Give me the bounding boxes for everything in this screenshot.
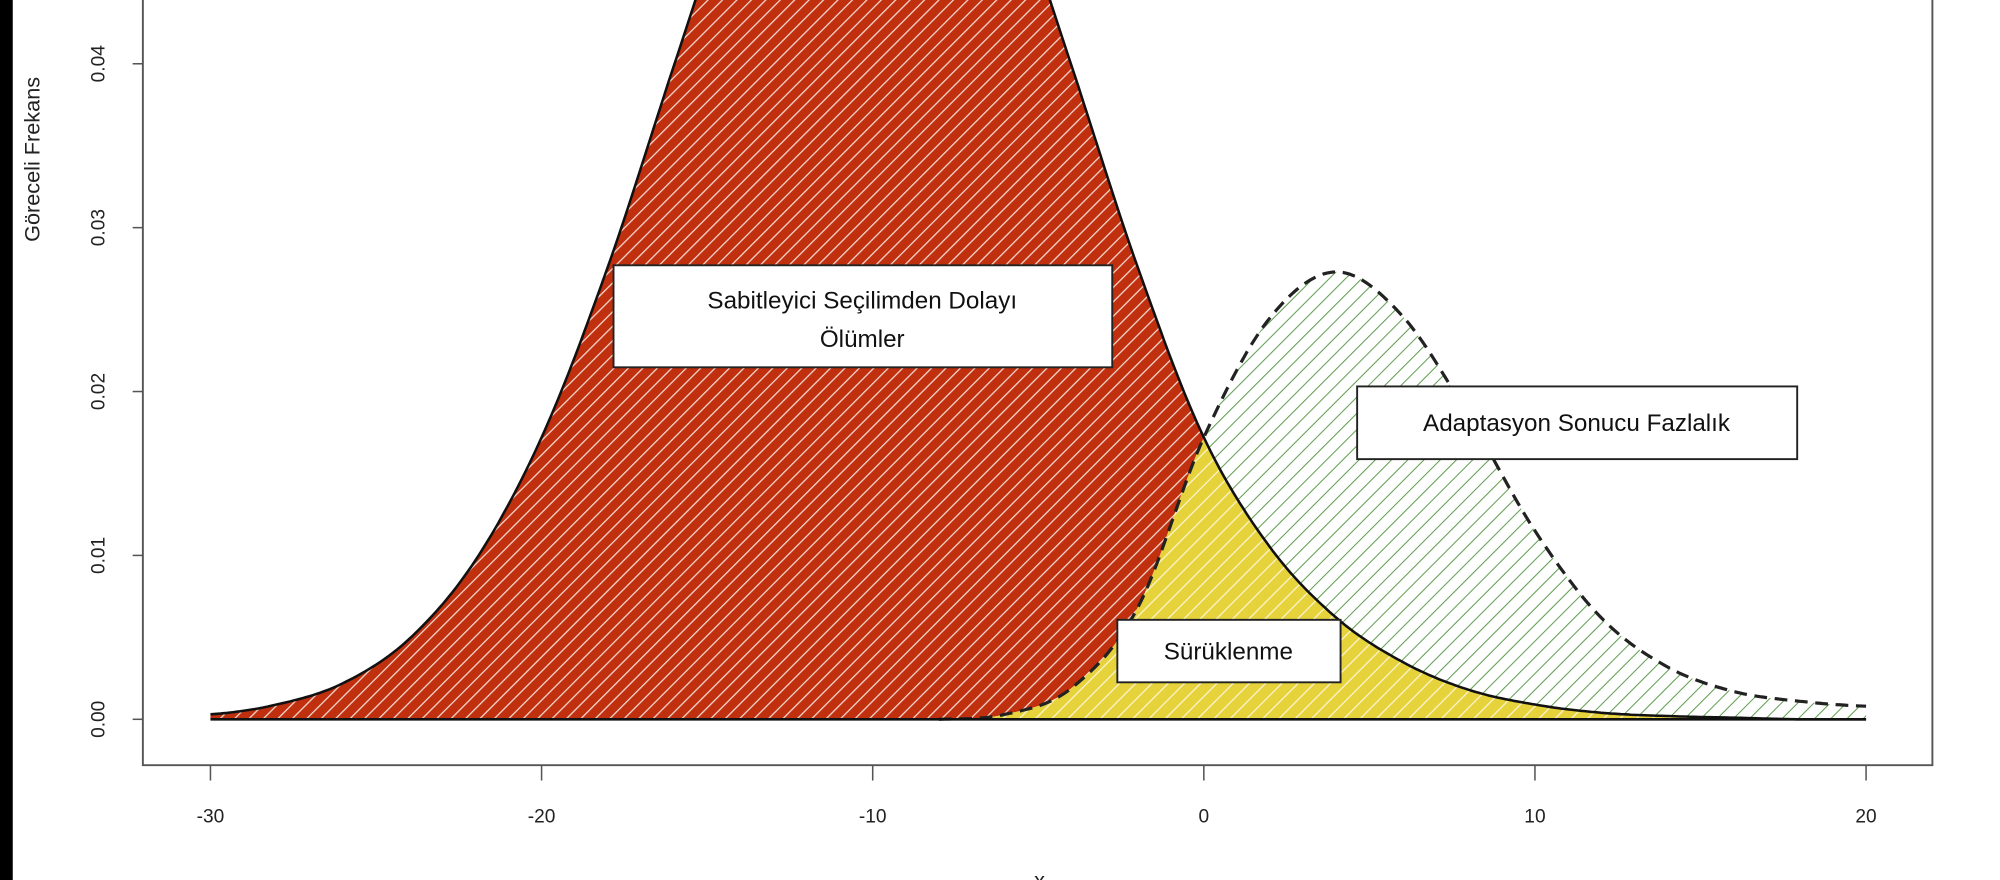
curve-solid — [210, 0, 1867, 721]
x-tick-label: 10 — [1524, 807, 1545, 828]
plot-frame — [141, 0, 1934, 767]
label-drift: Sürüklenme — [1164, 638, 1293, 665]
label-box-adaptation-surplus: Adaptasyon Sonucu Fazlalık — [1356, 385, 1799, 461]
x-tick-label: -20 — [528, 807, 556, 828]
x-axis: -30 -20 -10 0 10 20 — [197, 765, 1877, 828]
x-tick-label: -30 — [197, 807, 225, 828]
curve-dashed — [938, 270, 1867, 721]
y-tick-label: 0.02 — [89, 373, 110, 410]
x-tick-label: 20 — [1855, 807, 1876, 828]
left-edge-bar — [0, 0, 13, 880]
label-box-stabilizing-selection: Sabitleyici Seçilimden Dolayı Ölümler — [612, 264, 1114, 369]
y-tick-label: 0.03 — [89, 209, 110, 246]
x-tick-label: 0 — [1199, 807, 1210, 828]
label-stabilizing-selection-line1: Sabitleyici Seçilimden Dolayı — [707, 288, 1017, 315]
area-adaptation-surplus — [210, 271, 1867, 720]
y-tick-label: 0.01 — [89, 537, 110, 574]
y-axis: 0.00 0.01 0.02 0.03 0.04 — [89, 45, 143, 738]
y-axis-title: Göreceli Frekans — [20, 77, 45, 242]
y-tick-label: 0.04 — [89, 45, 110, 83]
label-adaptation-surplus: Adaptasyon Sonucu Fazlalık — [1423, 410, 1731, 437]
x-tick-label: -10 — [859, 807, 887, 828]
label-stabilizing-selection-line2: Ölümler — [820, 326, 905, 353]
plot-curves — [210, 0, 1867, 721]
label-box-drift: Sürüklenme — [1116, 618, 1342, 684]
y-tick-label: 0.00 — [89, 701, 110, 738]
x-axis-title: x — [1034, 868, 1045, 880]
